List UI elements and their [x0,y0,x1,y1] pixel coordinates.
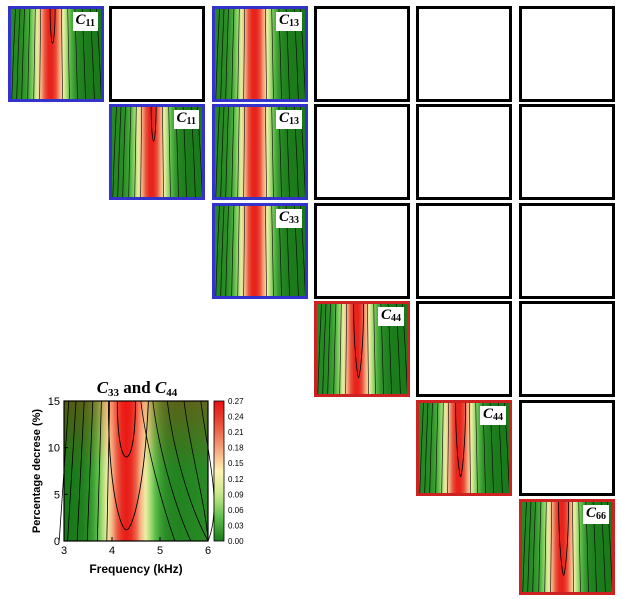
contour-line [140,400,176,542]
empty-panel-3-5 [519,301,615,397]
contour-panel-0-2: C13 [212,6,308,102]
contour-line [183,400,209,542]
x-tick-label: 6 [205,545,211,557]
empty-panel-3-4 [416,301,512,397]
y-axis-label: Percentage decrese (%) [31,409,43,533]
empty-panel-0-1 [109,6,205,102]
contour-panel-1-1: C11 [109,104,205,200]
contour-line [200,400,215,542]
colorbar-tick-label: 0.27 [228,397,244,406]
contour-panel-3-3: C44 [314,301,410,397]
panel-label: C11 [173,110,199,129]
contour-line [76,400,85,542]
colorbar-tick-label: 0.21 [228,428,244,437]
colorbar-tick-label: 0.06 [228,506,244,515]
contour-line [106,400,110,542]
plot-frame [63,400,209,542]
colorbar-tick-label: 0.00 [228,537,244,546]
contour-line [86,400,94,542]
empty-panel-4-5 [519,400,615,496]
panel-label: C33 [275,209,302,228]
y-tick-label: 15 [48,396,60,408]
contour-line [152,400,192,542]
contour-line [67,400,77,542]
y-tick-label: 5 [54,489,60,501]
contour-panel-2-2: C33 [212,203,308,299]
colorbar-tick-label: 0.24 [228,413,244,422]
panel-label: C44 [479,406,506,425]
empty-panel-2-4 [416,203,512,299]
panel-contour-plot [112,107,202,197]
panel-label: C13 [275,12,302,31]
y-tick-label: 10 [48,443,60,455]
colorbar-tick-label: 0.18 [228,444,244,453]
empty-panel-0-5 [519,6,615,102]
panel-label: C44 [377,307,404,326]
main-heatmap-chart: 3 4 5 6 0 5 10 15 Frequency (kHz) Percentage decr… [31,396,244,576]
x-axis-label: Frequency (kHz) [89,562,182,576]
empty-panel-2-5 [519,203,615,299]
colorbar-tick-label: 0.03 [228,521,244,530]
contour-line [116,400,136,458]
panel-contour-plot [522,502,612,592]
panel-label: C66 [582,505,609,524]
contour-panel-5-5: C66 [519,499,615,595]
colorbar-tick-label: 0.12 [228,475,244,484]
contour-line [107,400,149,531]
contour-line [166,400,209,542]
x-tick-label: 4 [109,545,115,557]
empty-panel-2-3 [314,203,410,299]
panel-label: C11 [72,12,98,31]
contour-panel-4-4: C44 [416,400,512,496]
panel-label: C13 [275,110,302,129]
x-tick-label: 3 [61,545,67,557]
empty-panel-0-3 [314,6,410,102]
colorbar [213,400,225,542]
contour-panel-0-0: C11 [8,6,104,102]
empty-panel-1-4 [416,104,512,200]
contour-panel-1-2: C13 [212,104,308,200]
empty-panel-1-3 [314,104,410,200]
colorbar-tick-label: 0.15 [228,459,244,468]
x-tick-label: 5 [157,545,163,557]
colorbar-tick-label: 0.09 [228,490,244,499]
empty-panel-0-4 [416,6,512,102]
empty-panel-1-5 [519,104,615,200]
main-chart-title: C33 and C44 [96,378,178,399]
y-tick-label: 0 [54,536,60,548]
contour-line [96,400,102,542]
